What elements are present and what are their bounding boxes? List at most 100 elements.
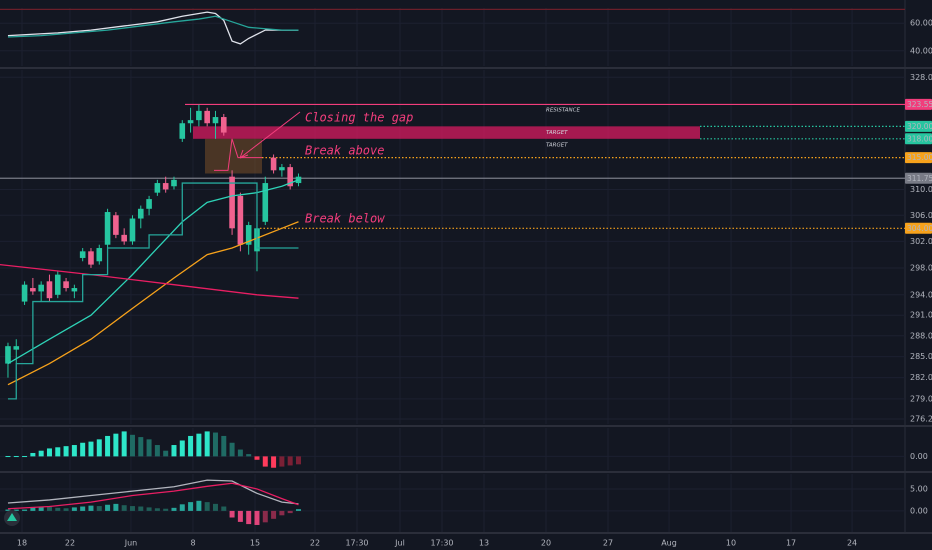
y-tick-label: 291.00 xyxy=(910,311,932,320)
histogram-bar xyxy=(287,456,293,466)
pane: 60.00 40.00 xyxy=(0,8,932,66)
histogram-bar xyxy=(204,502,210,511)
candle-body xyxy=(13,346,20,350)
line-series xyxy=(7,15,299,38)
candle-body xyxy=(63,281,69,289)
price-badge-label: 311.75 xyxy=(907,174,932,183)
annotation: TARGET xyxy=(546,130,568,136)
pane-separators xyxy=(0,0,932,534)
histogram-bar xyxy=(246,510,252,525)
histogram-bar xyxy=(188,502,194,511)
price-badge xyxy=(905,172,932,184)
x-tick-label: 24 xyxy=(847,539,857,548)
histogram-bar xyxy=(30,452,36,457)
histogram-bar xyxy=(212,432,218,457)
y-tick-label: 302.00 xyxy=(910,237,932,246)
histogram-bar xyxy=(237,510,243,522)
y-tick-label: 5.00 xyxy=(910,484,928,493)
histogram-bar xyxy=(113,433,119,457)
x-tick-label: 27 xyxy=(603,539,613,548)
x-tick-label: 22 xyxy=(310,539,320,548)
candle-body xyxy=(79,251,86,258)
histogram-bar xyxy=(30,507,36,511)
x-tick-label: 15 xyxy=(250,539,260,548)
x-tick-label: Jul xyxy=(394,539,405,548)
histogram-bar xyxy=(271,510,277,519)
candle-body xyxy=(71,288,78,292)
histogram-bar xyxy=(262,456,268,467)
histogram-bar xyxy=(105,504,111,511)
histogram-bar xyxy=(121,431,127,457)
histogram-bar xyxy=(154,508,160,511)
histogram-bar xyxy=(5,509,11,511)
histogram-bar xyxy=(171,445,177,457)
histogram-bar xyxy=(254,510,260,525)
x-tick-label: 8 xyxy=(190,539,195,548)
y-tick-label: 0.00 xyxy=(910,452,928,461)
arrow xyxy=(239,111,301,159)
histogram-bar xyxy=(295,509,301,511)
candle-body xyxy=(162,183,169,190)
candle-body xyxy=(21,284,28,302)
price-badge-label: 304.00 xyxy=(907,224,932,233)
y-tick-label: 294.00 xyxy=(910,290,932,299)
histogram-bar xyxy=(146,439,152,457)
histogram-bar xyxy=(46,448,52,457)
logo xyxy=(4,510,20,526)
line-series xyxy=(7,182,299,400)
histogram-bar xyxy=(196,433,202,457)
annotation: Break above xyxy=(305,144,384,158)
y-tick-label: 285.00 xyxy=(910,352,932,361)
histogram-bar xyxy=(279,510,285,516)
y-tick-label: 40.00 xyxy=(910,46,932,55)
line-series xyxy=(7,482,299,510)
histogram-bar xyxy=(204,431,210,457)
x-tick-label: 18 xyxy=(17,539,27,548)
candle-body xyxy=(187,120,194,124)
histogram-bar xyxy=(179,504,185,511)
histogram-bar xyxy=(63,446,69,457)
histogram-bar xyxy=(13,509,19,511)
y-tick-label: 306.00 xyxy=(910,211,932,220)
histogram-bar xyxy=(38,450,44,457)
candle-body xyxy=(113,215,119,235)
candle-body xyxy=(38,284,44,292)
histogram-bar xyxy=(113,503,119,511)
histogram-bar xyxy=(80,506,86,511)
price-badge-label: 323.55 xyxy=(907,100,932,109)
histogram-bar xyxy=(254,456,260,460)
histogram-bar xyxy=(38,506,44,511)
histogram-bar xyxy=(88,441,94,457)
price-badge-label: 315.00 xyxy=(907,153,932,162)
candle-body xyxy=(220,117,227,133)
histogram-bar xyxy=(221,506,227,511)
candle-body xyxy=(104,212,111,245)
candle-body xyxy=(204,110,210,124)
x-tick-label: 20 xyxy=(541,539,551,548)
x-tick-label: 13 xyxy=(479,539,489,548)
histogram-bar xyxy=(96,439,102,457)
histogram-bar xyxy=(196,500,202,511)
histogram-bar xyxy=(229,510,235,518)
candle-body xyxy=(179,123,186,139)
candle-body xyxy=(262,183,269,222)
histogram-bar xyxy=(163,508,169,511)
histogram-bar xyxy=(188,435,194,457)
histogram-bar xyxy=(55,447,61,457)
histogram-bar xyxy=(295,456,301,465)
histogram-bar xyxy=(22,509,28,511)
annotation: Closing the gap xyxy=(305,111,413,125)
histogram-bar xyxy=(221,435,227,457)
y-tick-label: 298.00 xyxy=(910,263,932,272)
histogram-bar xyxy=(88,505,94,511)
histogram-bar xyxy=(105,435,111,457)
x-tick-label: 10 xyxy=(726,539,736,548)
x-tick-label: 22 xyxy=(65,539,75,548)
candle-body xyxy=(30,288,36,292)
histogram-bar xyxy=(229,442,235,457)
histogram-bar xyxy=(237,449,243,457)
candle-body xyxy=(88,251,94,265)
gap-zigzag xyxy=(214,138,262,171)
